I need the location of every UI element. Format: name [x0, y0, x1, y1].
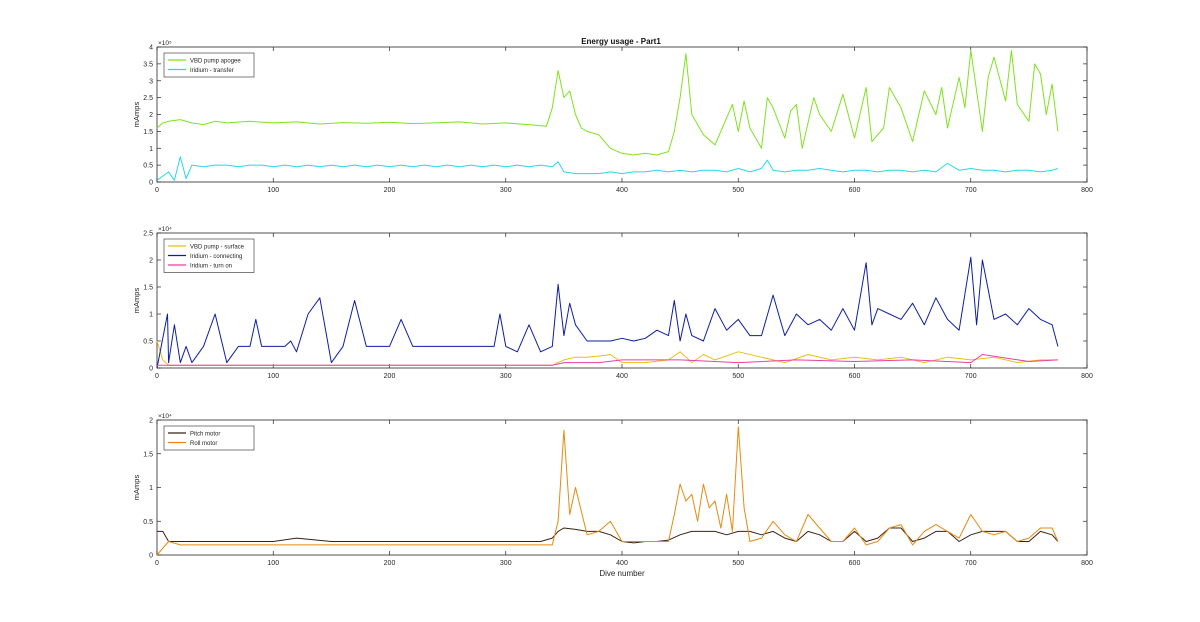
y-axis-label: mAmps	[132, 288, 141, 314]
x-tick-label: 500	[732, 187, 744, 194]
plot-area	[156, 419, 1088, 556]
y-tick-label: 1	[149, 312, 153, 319]
legend-label: Iridium - transfer	[190, 68, 234, 74]
y-tick-label: 2.5	[143, 95, 153, 102]
legend-label: Iridium - connecting	[190, 254, 242, 260]
series-line-iridium-turn-on	[157, 354, 1058, 366]
legend-box	[163, 52, 255, 78]
x-tick-label: 300	[500, 560, 512, 567]
series-line-iridium-connecting	[156, 256, 1059, 369]
x-axis-label: Dive number	[599, 569, 645, 578]
x-tick-label: 200	[384, 187, 396, 194]
x-tick-label: 400	[616, 187, 628, 194]
chart-panel-1: 0 100 200 300 400 500 600 700 800 0 0.5 1 1.5 2 2.5 3 3.…	[132, 40, 1093, 194]
y-exponent-label: ×10⁵	[158, 40, 172, 47]
chart-panel-3: 0 100 200 300 400 500 600 700 800 0 0.5 1 1.5 2 ×10⁴ mA…	[132, 413, 1093, 578]
y-tick-label: 0.5	[143, 519, 153, 526]
series-line-pitch-motor	[157, 527, 1059, 544]
x-tick-label: 0	[155, 187, 159, 194]
series-line-roll-motor	[156, 426, 1059, 556]
y-axis-label: mAmps	[132, 102, 141, 128]
chart-panel-2: 0 100 200 300 400 500 600 700 800 0 0.5 1 1.5 2 2.5 ×10…	[132, 226, 1093, 380]
legend-box	[163, 425, 255, 451]
series-line-iridium-transfer	[156, 156, 1059, 181]
series-line-vbd-pump-apogee	[156, 49, 1059, 156]
legend-label: Roll motor	[190, 441, 217, 447]
x-tick-label: 500	[732, 560, 744, 567]
y-tick-label: 2.5	[143, 231, 153, 238]
x-tick-label: 100	[267, 187, 279, 194]
x-tick-label: 300	[500, 373, 512, 380]
y-tick-label: 3	[149, 78, 153, 85]
y-tick-label: 2	[149, 258, 153, 265]
x-tick-label: 800	[1081, 187, 1093, 194]
legend-label: Iridium - turn on	[190, 263, 232, 269]
x-tick-label: 700	[965, 373, 977, 380]
x-tick-label: 600	[849, 560, 861, 567]
x-tick-label: 200	[384, 560, 396, 567]
x-tick-label: 700	[965, 187, 977, 194]
y-tick-label: 0	[149, 180, 153, 187]
y-tick-label: 2	[149, 112, 153, 119]
x-tick-label: 600	[849, 373, 861, 380]
y-tick-label: 1.5	[143, 129, 153, 136]
legend-label: Pitch motor	[190, 431, 220, 437]
x-tick-label: 400	[616, 373, 628, 380]
figure-title: Energy usage - Part1	[581, 37, 661, 46]
y-tick-label: 0	[149, 366, 153, 373]
x-tick-label: 0	[155, 373, 159, 380]
x-tick-label: 700	[965, 560, 977, 567]
x-tick-label: 800	[1081, 560, 1093, 567]
x-tick-label: 300	[500, 187, 512, 194]
plot-area	[156, 46, 1088, 183]
x-tick-label: 100	[267, 560, 279, 567]
x-tick-label: 0	[155, 560, 159, 567]
y-tick-label: 0	[149, 553, 153, 560]
x-tick-label: 200	[384, 373, 396, 380]
y-tick-label: 0.5	[143, 163, 153, 170]
y-exponent-label: ×10⁴	[158, 226, 172, 233]
y-tick-label: 1.5	[143, 285, 153, 292]
y-tick-label: 3.5	[143, 61, 153, 68]
y-tick-label: 1	[149, 146, 153, 153]
plot-area	[156, 232, 1088, 369]
x-tick-label: 600	[849, 187, 861, 194]
y-axis-label: mAmps	[132, 475, 141, 501]
y-tick-label: 2	[149, 418, 153, 425]
x-tick-label: 500	[732, 373, 744, 380]
legend-label: VBD pump - surface	[190, 244, 245, 250]
legend-label: VBD pump apogee	[190, 58, 241, 64]
y-tick-label: 1.5	[143, 451, 153, 458]
x-tick-label: 100	[267, 373, 279, 380]
y-exponent-label: ×10⁴	[158, 413, 172, 420]
y-tick-label: 4	[149, 45, 153, 52]
y-tick-label: 1	[149, 485, 153, 492]
x-tick-label: 800	[1081, 373, 1093, 380]
x-tick-label: 400	[616, 560, 628, 567]
y-tick-label: 0.5	[143, 339, 153, 346]
